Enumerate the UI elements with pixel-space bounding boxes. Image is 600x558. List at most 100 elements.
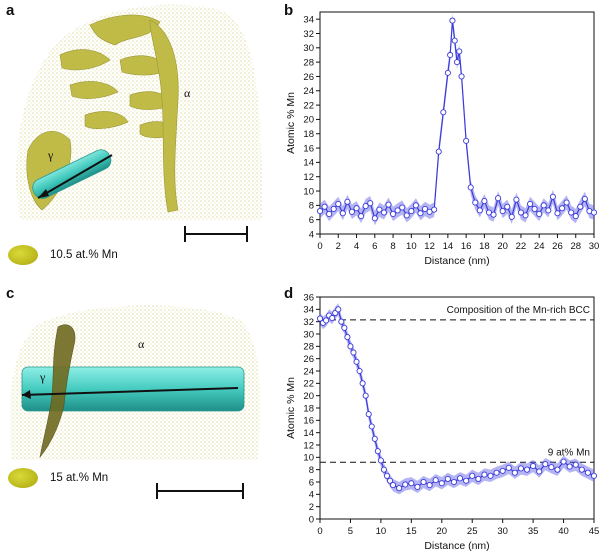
data-point	[449, 17, 456, 24]
data-point	[540, 202, 547, 209]
data-point	[467, 184, 474, 191]
y-tick-label: 24	[303, 366, 314, 377]
isosurface-legend-c: 15 at.% Mn	[8, 468, 108, 488]
data-point	[380, 209, 387, 216]
x-tick-label: 24	[534, 241, 545, 252]
x-tick-label: 12	[424, 241, 435, 252]
data-point	[463, 477, 470, 484]
x-tick-label: 2	[336, 241, 341, 252]
data-point	[399, 204, 406, 211]
data-point	[563, 199, 570, 206]
data-point	[323, 317, 330, 324]
data-point	[511, 469, 518, 476]
data-point	[577, 203, 584, 210]
y-tick-label: 26	[303, 72, 314, 83]
data-point	[380, 466, 387, 473]
x-tick-label: 20	[436, 526, 447, 537]
data-point	[377, 457, 384, 464]
data-point	[329, 314, 336, 322]
gamma-phase-label-c: γ	[40, 370, 46, 384]
y-tick-label: 28	[303, 57, 314, 68]
data-point	[517, 209, 524, 216]
y-tick-label: 6	[309, 477, 314, 488]
panel-label-b: b	[284, 2, 294, 19]
data-point	[386, 477, 394, 484]
reference-line-label: Composition of the Mn-rich BCC	[447, 305, 590, 316]
data-point	[490, 211, 497, 218]
data-point	[447, 51, 454, 59]
data-point	[341, 324, 348, 331]
data-point	[590, 209, 598, 216]
data-point	[590, 472, 598, 479]
data-point	[508, 213, 515, 220]
data-point	[554, 466, 561, 473]
y-tick-label: 28	[303, 342, 314, 353]
gamma-phase-label-a: γ	[48, 148, 54, 162]
y-tick-label: 30	[303, 43, 314, 54]
data-point	[469, 472, 476, 479]
data-point	[499, 467, 506, 474]
plot-frame	[319, 11, 595, 235]
data-point	[531, 205, 538, 212]
x-tick-label: 15	[406, 526, 417, 537]
data-point	[348, 208, 356, 215]
data-point	[481, 198, 488, 205]
data-point	[338, 318, 345, 325]
data-point	[566, 463, 573, 470]
data-point	[530, 462, 537, 470]
data-point	[420, 478, 427, 486]
data-point	[385, 201, 392, 208]
reference-line-label: 9 at% Mn	[548, 447, 590, 458]
x-tick-label: 16	[461, 241, 472, 252]
data-point	[347, 343, 354, 350]
x-tick-label: 20	[497, 241, 508, 252]
x-tick-label: 14	[443, 241, 454, 252]
y-tick-label: 24	[303, 86, 314, 97]
panel-label-a: a	[6, 2, 15, 19]
y-tick-label: 14	[303, 158, 314, 169]
data-point	[513, 196, 520, 203]
data-point	[353, 205, 360, 212]
profile-line	[319, 308, 595, 489]
data-point	[335, 200, 342, 207]
data-point	[431, 206, 438, 213]
y-tick-label: 8	[309, 465, 314, 476]
data-point	[376, 206, 383, 213]
y-tick-label: 4	[309, 229, 314, 240]
data-point	[339, 210, 346, 217]
x-tick-label: 28	[570, 241, 581, 252]
y-tick-label: 20	[303, 115, 314, 126]
data-point	[390, 210, 397, 217]
data-point	[371, 215, 378, 222]
data-point	[374, 448, 381, 455]
data-point	[344, 198, 351, 205]
data-point	[438, 480, 445, 487]
panel-label-c: c	[6, 285, 15, 302]
data-point	[517, 465, 524, 472]
y-tick-label: 10	[303, 186, 314, 197]
y-tick-label: 16	[303, 143, 314, 154]
data-point	[408, 208, 415, 215]
x-tick-label: 8	[390, 241, 395, 252]
atom-probe-reconstruction-c	[9, 305, 261, 460]
y-tick-label: 4	[309, 490, 314, 501]
data-point	[536, 468, 543, 475]
y-tick-label: 8	[309, 201, 314, 212]
data-point	[584, 469, 591, 476]
data-point	[504, 203, 511, 210]
y-tick-label: 2	[309, 502, 314, 513]
alpha-phase-label-c: α	[138, 337, 145, 351]
data-point	[572, 461, 579, 468]
data-point	[402, 481, 409, 488]
data-point	[495, 195, 502, 202]
data-point	[316, 315, 324, 322]
data-point	[549, 193, 556, 200]
isosurface-legend-text-c: 15 at.% Mn	[50, 472, 109, 484]
data-point	[476, 207, 483, 214]
data-point	[316, 208, 324, 215]
data-point	[453, 59, 461, 66]
y-tick-label: 0	[309, 514, 314, 525]
x-tick-label: 26	[552, 241, 563, 252]
data-point	[493, 469, 500, 476]
y-tick-label: 22	[303, 100, 314, 111]
